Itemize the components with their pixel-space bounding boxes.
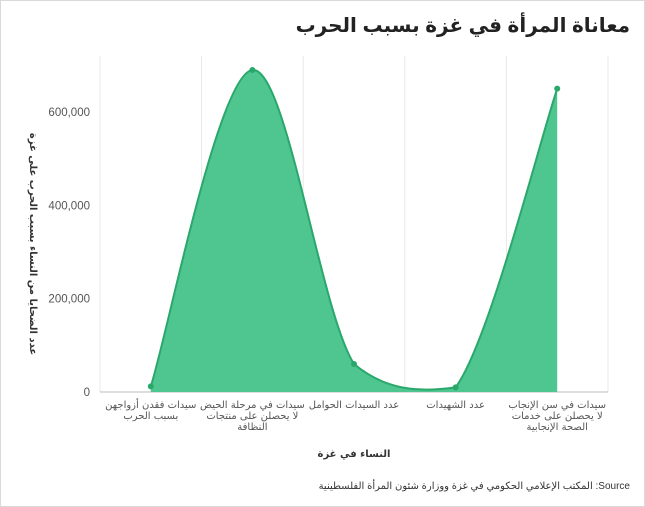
x-tick-label: سيدات في سن الإنجاب لا يحصلن على خدمات الص… bbox=[508, 400, 606, 433]
y-tick-label: 200,000 bbox=[48, 294, 90, 306]
data-points bbox=[147, 67, 561, 391]
x-tick-label: عدد السيدات الحوامل bbox=[309, 400, 399, 411]
y-tick-label: 0 bbox=[84, 387, 90, 399]
data-point bbox=[554, 85, 561, 92]
source-note: المكتب الإعلامي الحكومي في غزة ووزارة شئ… bbox=[318, 481, 630, 492]
y-axis-title: عدد الضحايا من النساء بسبب الحرب على غزة bbox=[27, 133, 38, 355]
x-tick-label: سيدات في مرحلة الحيض لا يحصلن على منتجات ا… bbox=[200, 400, 305, 433]
x-tick-label-line: سيدات في سن الإنجاب bbox=[508, 400, 606, 411]
data-point bbox=[249, 67, 256, 73]
x-tick-label-line: عدد السيدات الحوامل bbox=[309, 400, 399, 411]
y-axis-ticks: 0 200,000 400,000 600,000 bbox=[48, 107, 90, 399]
area-fill bbox=[150, 69, 558, 392]
y-tick-label: 600,000 bbox=[48, 107, 90, 119]
y-tick-label: 400,000 bbox=[48, 200, 90, 212]
x-tick-label-line: سيدات فقدن أزواجهن bbox=[105, 398, 196, 411]
data-point bbox=[147, 383, 154, 390]
x-tick-label-line: سيدات في مرحلة الحيض bbox=[200, 400, 305, 411]
x-axis-title: النساء في غزة bbox=[318, 449, 391, 460]
x-tick-label-line: عدد الشهيدات bbox=[426, 400, 485, 411]
x-tick-label-line: لا يحصلن على منتجات bbox=[206, 411, 298, 422]
x-tick-label-line: بسبب الحرب bbox=[123, 411, 178, 422]
area-layer bbox=[149, 68, 559, 392]
x-tick-label: عدد الشهيدات bbox=[426, 400, 485, 411]
data-point bbox=[452, 384, 459, 391]
chart-title: معاناة المرأة في غزة بسبب الحرب bbox=[295, 15, 630, 37]
x-tick-label: سيدات فقدن أزواجهن بسبب الحرب bbox=[105, 398, 196, 422]
x-tick-label-line: الصحة الإنجابية bbox=[526, 422, 587, 433]
data-point bbox=[351, 361, 357, 367]
x-tick-label-line: لا يحصلن على خدمات bbox=[512, 411, 603, 422]
x-tick-label-line: النظافة bbox=[237, 422, 267, 433]
series-line bbox=[149, 68, 559, 391]
